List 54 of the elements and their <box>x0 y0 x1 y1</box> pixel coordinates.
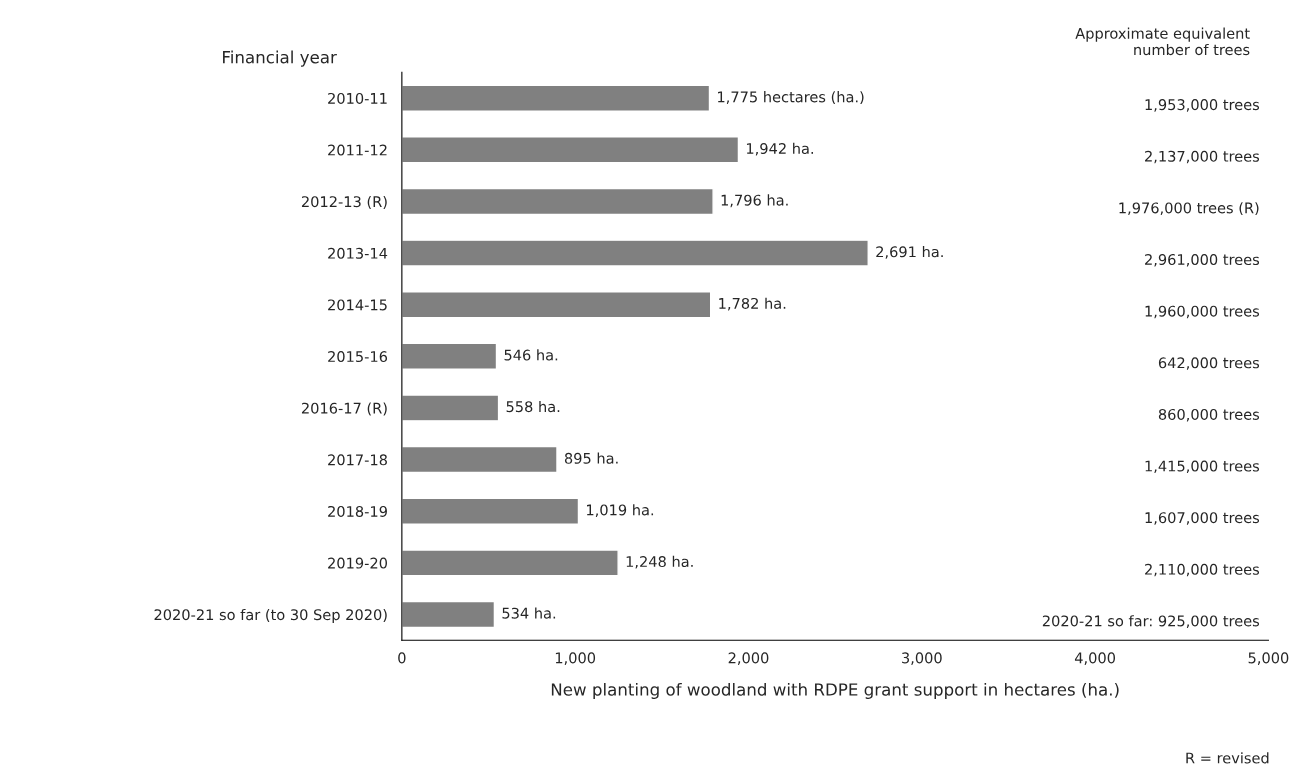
bar <box>401 136 740 164</box>
data-label: 1,782 ha. <box>719 297 786 311</box>
annotation: 1,607,000 trees <box>1145 512 1260 525</box>
bar <box>401 445 558 474</box>
bar <box>401 497 580 525</box>
bar <box>401 342 498 370</box>
y-tick-label: 2016-17 (R) <box>301 402 387 416</box>
y-tick-label: 2017-18 <box>328 454 387 466</box>
y-tick-label: 2018-19 <box>328 505 387 517</box>
data-label: 546 ha. <box>504 349 558 361</box>
y-tick-label: 2014-15 <box>328 299 387 311</box>
y-tick-label: 2015-16 <box>328 351 388 363</box>
data-label: 2,691 ha. <box>876 246 943 259</box>
y-tick-label: 2011-12 <box>328 144 387 156</box>
data-label: 1,019 ha. <box>587 504 654 517</box>
annotation: 1,976,000 trees (R) <box>1119 202 1259 216</box>
annotation: 860,000 trees <box>1158 408 1260 422</box>
data-label: 895 ha. <box>564 452 618 464</box>
y-axis-title: Financial year <box>223 50 337 67</box>
y-tick-label: 2019-20 <box>328 557 388 569</box>
x-tick-label: 4,000 <box>1074 652 1116 665</box>
annotation: 2,961,000 trees <box>1145 254 1260 267</box>
x-tick-label: 1,000 <box>555 652 596 665</box>
annotation: 2,137,000 trees <box>1145 150 1260 164</box>
annotation: 2,110,000 trees <box>1145 563 1260 577</box>
bar <box>401 394 500 422</box>
bar <box>401 187 714 216</box>
bar <box>401 291 712 319</box>
data-label: 1,942 ha. <box>746 142 814 156</box>
x-tick-label: 0 <box>398 652 406 664</box>
data-label: 1,248 ha. <box>626 555 693 569</box>
x-tick-label: 5,000 <box>1248 652 1289 665</box>
text: Approximate equivalent number of trees <box>1075 27 1250 56</box>
bar <box>401 549 619 577</box>
x-tick-label: 3,000 <box>902 652 942 665</box>
data-label: 534 ha. <box>502 607 556 619</box>
text: R = revised <box>1186 752 1269 764</box>
x-axis-title: New planting of woodland with RDPE grant support in hectares (ha.) <box>551 682 1119 700</box>
data-label: 558 ha. <box>506 400 560 413</box>
data-label: 1,775 hectares (ha.) <box>718 91 864 105</box>
annotation: 1,960,000 trees <box>1145 305 1260 319</box>
data-label: 1,796 ha. <box>721 194 788 208</box>
y-tick-label: 2012-13 (R) <box>301 195 387 209</box>
annotation: 2020-21 so far: 925,000 trees <box>1042 615 1260 628</box>
annotation: 642,000 trees <box>1158 357 1260 370</box>
annotation: 1,415,000 trees <box>1145 460 1260 474</box>
bar <box>401 239 869 267</box>
y-tick-label: 2013-14 <box>328 247 388 259</box>
y-tick-label: 2020-21 so far (to 30 Sep 2020) <box>154 608 387 624</box>
y-tick-label: 2010-11 <box>328 92 387 104</box>
bar <box>401 600 496 629</box>
bar <box>401 84 711 112</box>
x-tick-label: 2,000 <box>728 652 769 665</box>
annotation: 1,953,000 trees <box>1145 99 1260 112</box>
